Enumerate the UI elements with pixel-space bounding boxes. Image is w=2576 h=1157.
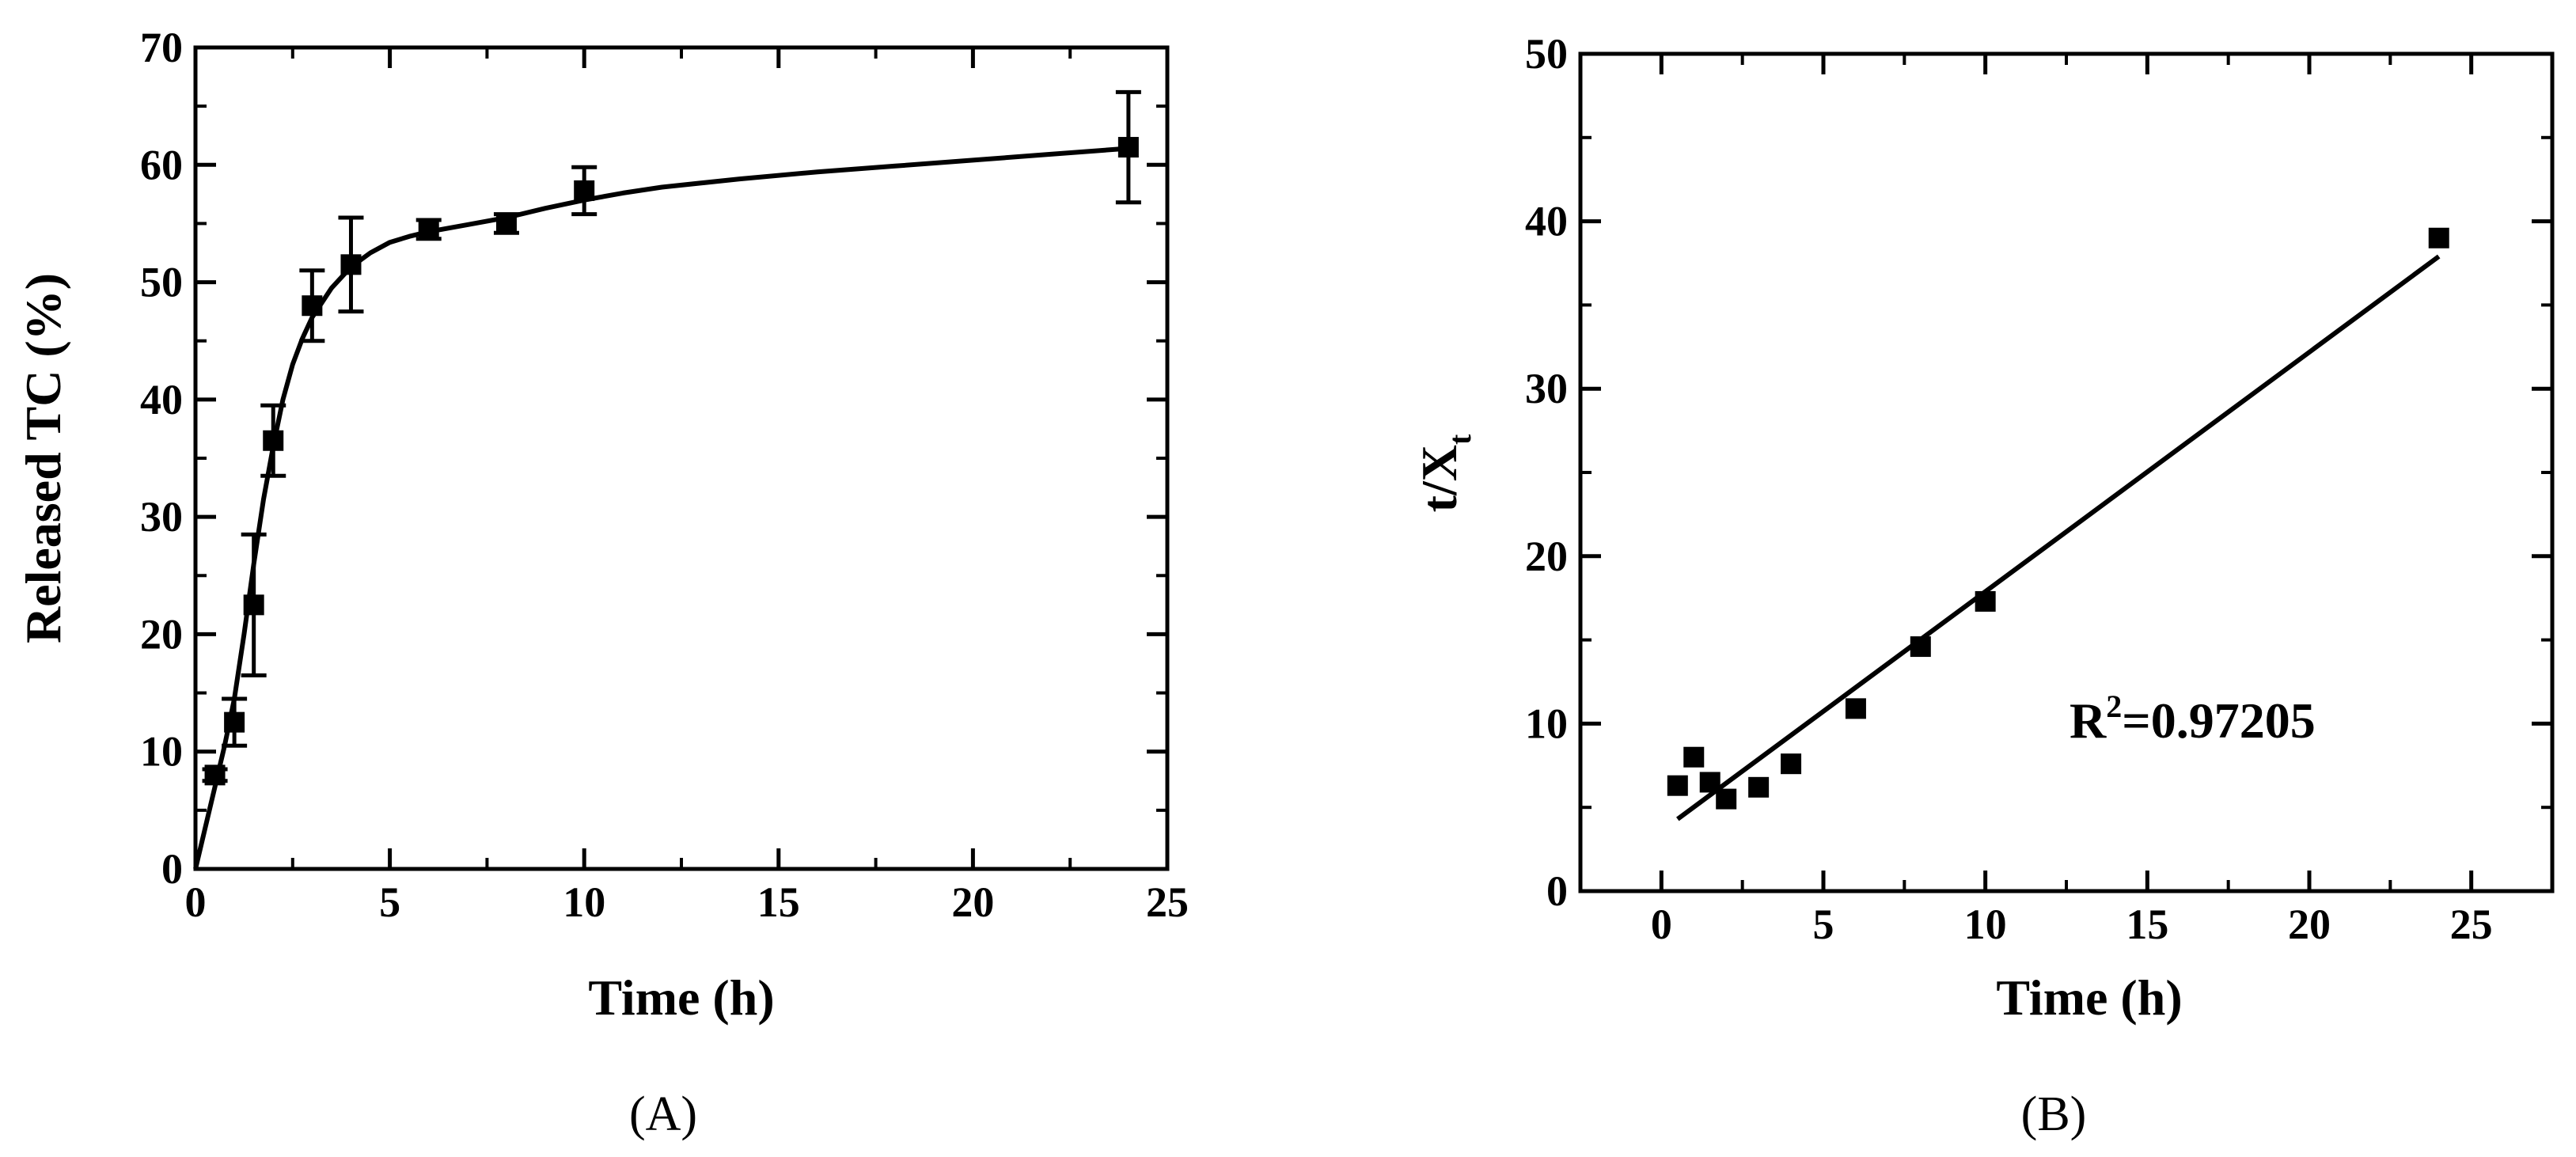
y-tick-label: 40 — [1525, 198, 1568, 245]
panel-a-label: (A) — [629, 1087, 697, 1141]
y-tick-label: 20 — [140, 610, 183, 658]
data-point — [1117, 137, 1139, 158]
y-tick-label: 40 — [140, 376, 183, 423]
fit-curve — [193, 146, 1129, 870]
panel-b-y-axis-title: t/Xt — [1411, 434, 1478, 512]
panel-b-points — [1667, 227, 2449, 810]
panel-b-annotation-value: =0.97205 — [2122, 692, 2315, 749]
y-tick-label: 10 — [1525, 700, 1568, 747]
data-point — [2428, 227, 2449, 248]
panel-a-plot-frame — [193, 45, 1170, 871]
x-tick-label: 5 — [379, 878, 400, 926]
y-tick-label: 20 — [1525, 533, 1568, 580]
x-tick-label: 0 — [1651, 901, 1672, 948]
y-tick-label: 50 — [1525, 30, 1568, 78]
panel-b-x-axis-title: Time (h) — [1996, 969, 2182, 1026]
y-tick-label: 0 — [1546, 867, 1568, 915]
x-tick-label: 20 — [951, 878, 994, 926]
panel-b-annotation-superscript: 2 — [2106, 689, 2122, 724]
x-tick-label: 5 — [1813, 901, 1834, 948]
panel-a-x-axis-title: Time (h) — [588, 969, 774, 1026]
data-point — [418, 218, 439, 240]
panel-b-ticks: 0 5 10 15 20 25 0 10 20 30 40 50 — [1525, 30, 2552, 948]
panel-b-label: (B) — [2021, 1087, 2087, 1141]
data-point — [495, 213, 517, 234]
data-point — [1975, 590, 1996, 612]
panel-a-y-axis-title: Released TC (%) — [15, 273, 71, 643]
x-tick-label: 15 — [757, 878, 800, 926]
panel-b-plot-frame — [1578, 51, 2555, 893]
x-tick-label: 10 — [1964, 901, 2007, 948]
x-tick-label: 15 — [2126, 901, 2168, 948]
x-tick-label: 25 — [2450, 901, 2493, 948]
data-point — [1781, 753, 1802, 775]
y-tick-label: 70 — [140, 24, 183, 71]
data-point — [224, 711, 245, 733]
panel-b-annotation-r: R — [2070, 692, 2107, 749]
data-point — [1716, 788, 1737, 810]
panel-a-error-bars — [202, 89, 1141, 783]
y-tick-label: 0 — [161, 845, 183, 893]
panel-b-y-axis-title-subscript: t — [1442, 434, 1478, 445]
data-point — [204, 764, 226, 786]
data-point — [1845, 698, 1866, 719]
fit-line — [1676, 254, 2441, 821]
panel-a-chart: 0 5 10 15 20 25 0 10 20 30 40 50 60 70 Time (h) Relea… — [15, 24, 1189, 1141]
x-tick-label: 0 — [185, 878, 207, 926]
panel-a-ticks: 0 5 10 15 20 25 0 10 20 30 40 50 60 70 — [140, 24, 1189, 926]
y-tick-label: 10 — [140, 728, 183, 776]
y-tick-label: 30 — [140, 493, 183, 541]
panel-a-points — [204, 137, 1139, 786]
data-point — [340, 254, 362, 275]
data-point — [1683, 746, 1705, 768]
panel-b-chart: 0 5 10 15 20 25 0 10 20 30 40 50 Time (h) t/Xt R2=0… — [1411, 30, 2555, 1141]
data-point — [243, 594, 264, 616]
data-point — [1748, 776, 1770, 798]
data-point — [1667, 775, 1688, 796]
y-tick-label: 30 — [1525, 365, 1568, 412]
panel-b-r-squared-annotation: R2=0.97205 — [2070, 689, 2316, 749]
x-tick-label: 20 — [2288, 901, 2331, 948]
x-tick-label: 25 — [1146, 878, 1189, 926]
panel-a-fit-curve-layer — [193, 146, 1129, 870]
panel-b-y-axis-title-main: t/X — [1411, 445, 1467, 512]
data-point — [574, 180, 595, 201]
data-point — [263, 430, 284, 451]
data-point — [1910, 636, 1931, 658]
panel-b-fit-line-layer — [1676, 254, 2441, 821]
y-tick-label: 60 — [140, 141, 183, 188]
data-point — [302, 295, 323, 317]
x-tick-label: 10 — [563, 878, 605, 926]
y-tick-label: 50 — [140, 259, 183, 306]
